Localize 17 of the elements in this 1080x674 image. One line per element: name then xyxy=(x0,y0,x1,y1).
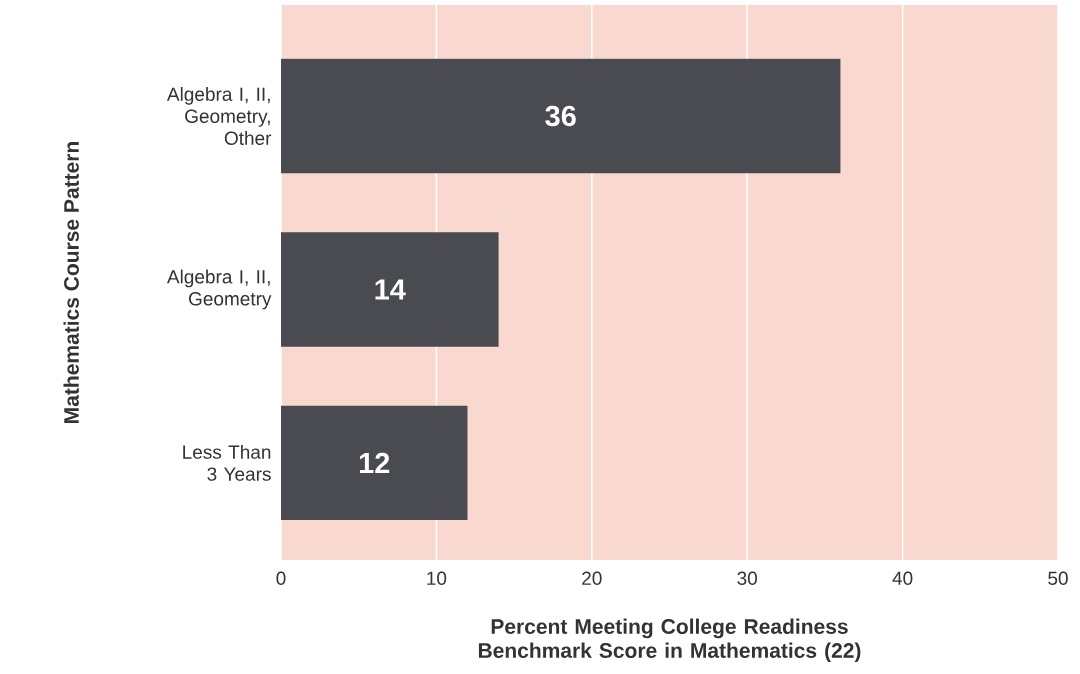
data-label: 12 xyxy=(359,452,390,473)
y-tick-label: Algebra I, II, Geometry, Other xyxy=(166,87,272,145)
y-tick-label: Algebra I, II, Geometry xyxy=(166,269,272,310)
x-tick-label: 10 xyxy=(427,571,447,585)
x-tick-label: 0 xyxy=(276,571,286,585)
y-tick-label: Less Than 3 Years xyxy=(183,444,271,481)
x-tick-label: 20 xyxy=(582,571,602,585)
x-tick-label: 40 xyxy=(892,571,913,585)
bar xyxy=(281,405,468,521)
data-label: 36 xyxy=(545,105,576,127)
x-axis-title: Percent Meeting College Readiness Benchmark Score in Mathematics (22) xyxy=(478,618,861,663)
bar xyxy=(281,58,841,174)
bar xyxy=(281,232,499,347)
x-tick-label: 30 xyxy=(737,571,758,585)
data-label: 14 xyxy=(375,279,406,300)
y-axis-title: Mathematics Course Pattern xyxy=(63,142,79,423)
x-tick-label: 50 xyxy=(1048,571,1068,585)
